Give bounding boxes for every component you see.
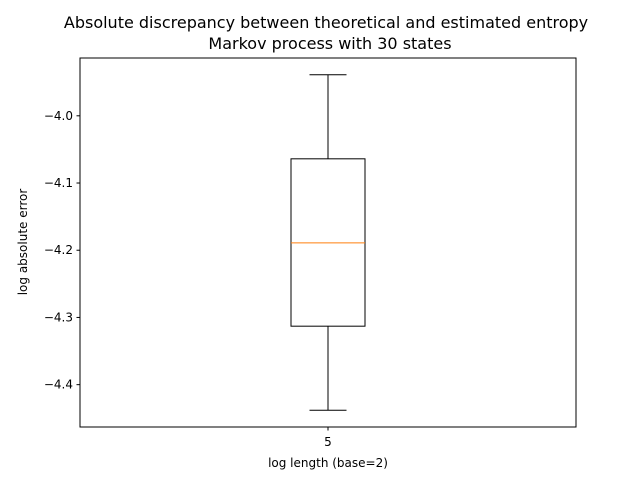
box-series — [290, 74, 366, 411]
x-tick-label: 5 — [324, 435, 332, 449]
chart-title: Absolute discrepancy between theoretical… — [64, 13, 588, 32]
y-tick-label: −4.1 — [44, 176, 73, 190]
y-axis: −4.0 −4.1 −4.2 −4.3 −4.4 — [44, 109, 80, 392]
chart-subtitle: Markov process with 30 states — [208, 34, 451, 53]
y-tick-label: −4.4 — [44, 378, 73, 392]
y-tick-label: −4.2 — [44, 243, 73, 257]
y-tick-label: −4.3 — [44, 310, 73, 324]
x-axis-label: log length (base=2) — [268, 456, 388, 470]
y-tick-label: −4.0 — [44, 109, 73, 123]
x-axis: 5 — [324, 427, 332, 449]
y-axis-label: log absolute error — [16, 189, 30, 296]
